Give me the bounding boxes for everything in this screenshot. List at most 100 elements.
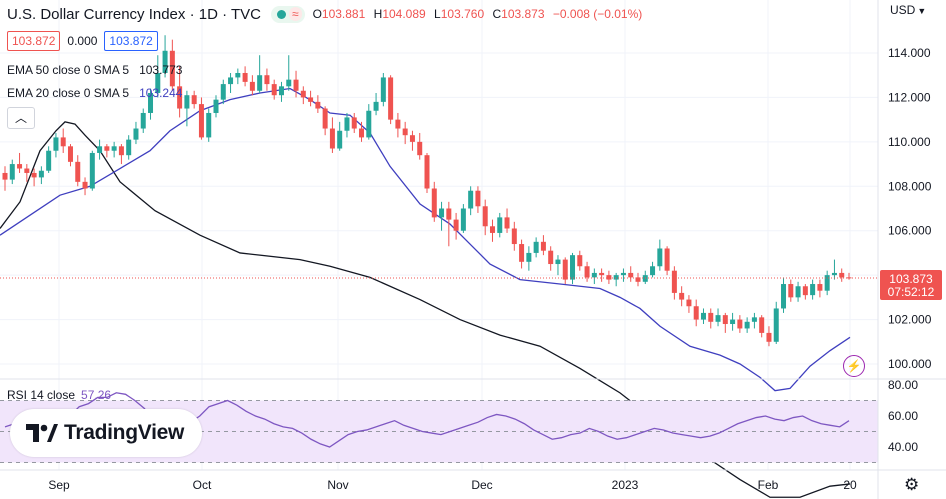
spread-value: 0.000 xyxy=(67,34,98,48)
candle-body xyxy=(591,272,597,278)
bid-button[interactable]: 103.872 xyxy=(7,31,61,51)
candle-body xyxy=(242,72,248,82)
bar-countdown-label: 07:52:12 xyxy=(888,285,935,299)
candle-body xyxy=(249,81,255,91)
candle-body xyxy=(453,219,459,231)
candle-body xyxy=(133,128,139,140)
candle-body xyxy=(118,146,124,156)
candle-body xyxy=(97,146,103,153)
candle-body xyxy=(497,217,503,233)
candle-body xyxy=(169,50,175,87)
candle-body xyxy=(417,141,423,156)
candle-body xyxy=(686,299,692,307)
time-tick-label: 2023 xyxy=(612,478,639,492)
candle-body xyxy=(715,315,721,322)
candle-body xyxy=(671,270,677,293)
ema50-line-layer xyxy=(0,121,851,498)
rsi-legend[interactable]: RSI 14 close 57.26 xyxy=(7,388,112,402)
candle-body xyxy=(220,84,226,100)
candle-body xyxy=(60,137,66,147)
rsi-tick-label: 40.00 xyxy=(888,440,918,454)
candle-body xyxy=(839,272,845,278)
candle-body xyxy=(773,308,779,342)
candle-body xyxy=(104,146,110,151)
collapse-legend-button[interactable]: ︿ xyxy=(7,107,35,129)
candle-body xyxy=(540,241,546,251)
ask-button[interactable]: 103.872 xyxy=(104,31,158,51)
candle-body xyxy=(24,168,30,173)
candle-body xyxy=(359,128,365,138)
candle-body xyxy=(206,112,212,138)
candle-body xyxy=(511,228,517,245)
market-open-icon xyxy=(276,9,286,19)
candle-body xyxy=(810,284,816,296)
candle-body xyxy=(409,135,415,142)
ema20-legend[interactable]: EMA 20 close 0 SMA 5 103.244 xyxy=(7,86,183,100)
price-tick-label: 110.000 xyxy=(888,135,931,149)
chevron-down-icon: ▼ xyxy=(917,6,927,16)
tradingview-logo[interactable]: TradingView xyxy=(10,409,202,457)
candle-body xyxy=(184,95,190,109)
candle-body xyxy=(82,181,88,189)
candle-body xyxy=(31,172,37,178)
candle-body xyxy=(831,272,837,276)
candle-body xyxy=(315,101,321,109)
candle-body xyxy=(439,208,445,218)
candle-body xyxy=(613,275,619,280)
chart-grid xyxy=(0,0,878,470)
candle-body xyxy=(67,146,73,162)
last-price-tag xyxy=(880,269,942,300)
candle-body xyxy=(679,292,685,300)
currency-selector[interactable]: USD ▼ xyxy=(890,3,927,17)
candle-body xyxy=(722,315,728,325)
candle-body xyxy=(737,319,743,329)
tradingview-mark-icon xyxy=(26,424,58,442)
symbol-title[interactable]: U.S. Dollar Currency Index · 1D · TVC xyxy=(7,5,261,23)
candle-body xyxy=(606,275,612,280)
candle-body xyxy=(89,152,95,189)
candle-body xyxy=(555,259,561,265)
ema50-legend[interactable]: EMA 50 close 0 SMA 5 103.773 xyxy=(7,63,183,77)
candle-body xyxy=(533,241,539,253)
market-status-toggle[interactable]: ≈ xyxy=(270,5,305,23)
candle-body xyxy=(664,248,670,271)
candle-body xyxy=(824,275,830,291)
candle-body xyxy=(730,319,736,325)
chevron-up-icon: ︿ xyxy=(14,111,27,125)
ema20-line xyxy=(0,87,851,392)
candle-body xyxy=(584,266,590,278)
brand-name: TradingView xyxy=(64,421,185,444)
candle-body xyxy=(126,139,132,156)
candle-body xyxy=(351,117,357,129)
time-tick-label: Nov xyxy=(327,478,348,492)
candle-body xyxy=(744,321,750,329)
candle-body xyxy=(388,77,394,120)
candle-body xyxy=(300,90,306,98)
candle-body xyxy=(9,164,15,180)
time-tick-label: Sep xyxy=(48,478,70,492)
candle-body xyxy=(759,317,765,333)
candle-body xyxy=(504,217,510,229)
price-tick-label: 106.000 xyxy=(888,224,932,238)
candle-body xyxy=(482,206,488,227)
candle-body xyxy=(53,137,59,151)
candle-body xyxy=(751,317,757,322)
candle-body xyxy=(431,188,437,218)
candle-body xyxy=(155,72,161,93)
ohlc-readout: O103.881 H104.089 L103.760 C103.873 −0.0… xyxy=(312,7,643,21)
price-tick-label: 108.000 xyxy=(888,179,932,193)
candle-body xyxy=(402,128,408,136)
candle-body xyxy=(628,272,634,278)
settings-gear-icon[interactable]: ⚙ xyxy=(904,475,920,494)
candle-body xyxy=(468,190,474,209)
wave-icon: ≈ xyxy=(288,7,302,21)
candle-body xyxy=(373,101,379,111)
lightning-icon[interactable]: ⚡ xyxy=(843,355,865,377)
candle-body xyxy=(75,161,81,182)
candle-body xyxy=(329,128,335,149)
candle-body xyxy=(140,112,146,129)
candle-body xyxy=(795,286,801,298)
candle-body xyxy=(475,190,481,207)
last-price-label: 103.873 xyxy=(889,272,933,286)
